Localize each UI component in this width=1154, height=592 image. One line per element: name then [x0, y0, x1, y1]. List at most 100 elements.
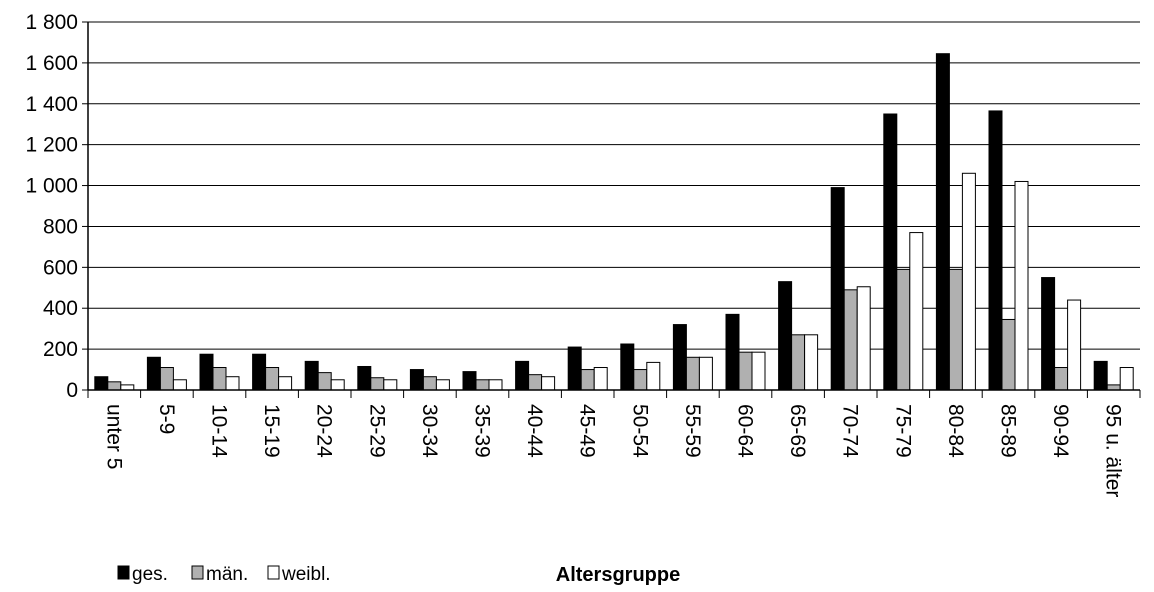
- bar-ges: [883, 113, 898, 391]
- bar-weibl: [383, 379, 398, 391]
- x-category-label: 50-54: [628, 404, 651, 458]
- x-category-label: 70-74: [839, 404, 862, 458]
- bar-ges: [1041, 277, 1056, 391]
- bar-ges: [304, 360, 319, 391]
- bar-weibl: [751, 351, 766, 391]
- x-category-label: 55-59: [681, 404, 704, 458]
- x-category-label: 10-14: [208, 404, 231, 458]
- bar-weibl: [1119, 367, 1134, 391]
- bar-mn: [370, 377, 385, 391]
- bar-mn: [212, 367, 227, 391]
- bar-mn: [896, 268, 911, 391]
- bar-ges: [830, 187, 845, 391]
- x-axis-title: Altersgruppe: [556, 564, 680, 586]
- bar-ges: [252, 353, 267, 391]
- x-category-label: 30-34: [418, 404, 441, 458]
- legend-swatch: [267, 565, 280, 580]
- legend-label: ges.: [132, 564, 168, 585]
- bar-weibl: [120, 384, 135, 391]
- bar-ges: [1093, 360, 1108, 391]
- bar-ges: [725, 313, 740, 391]
- y-tick-label: 200: [43, 338, 78, 361]
- bar-weibl: [225, 376, 240, 391]
- x-category-label: 25-29: [365, 404, 388, 458]
- legend: ges. män. weibl.: [117, 564, 331, 585]
- bar-ges: [409, 369, 424, 391]
- y-tick-label: 0: [66, 379, 78, 402]
- y-tick-label: 600: [43, 256, 78, 279]
- gridlines: [88, 21, 1140, 350]
- bar-weibl: [1067, 299, 1082, 391]
- bar-ges: [672, 324, 687, 391]
- x-category-label: 5-9: [155, 404, 178, 434]
- bar-mn: [843, 289, 858, 391]
- bar-weibl: [435, 379, 450, 391]
- bar-mn: [317, 372, 332, 391]
- bar-ges: [199, 353, 214, 391]
- bar-weibl: [698, 356, 713, 391]
- bar-mn: [791, 334, 806, 391]
- x-category-label: 20-24: [313, 404, 336, 458]
- x-category-label: 95 u. älter: [1102, 404, 1125, 497]
- y-tick-label: 1 000: [25, 175, 78, 198]
- bar-mn: [1001, 318, 1016, 391]
- bar-weibl: [804, 334, 819, 391]
- x-category-label: 80-84: [944, 404, 967, 458]
- bar-mn: [738, 351, 753, 391]
- bar-weibl: [593, 367, 608, 391]
- bar-mn: [580, 369, 595, 391]
- bars: [94, 53, 1134, 391]
- bar-weibl: [1014, 180, 1029, 391]
- x-category-label: 75-79: [891, 404, 914, 458]
- bar-mn: [475, 379, 490, 391]
- bar-weibl: [488, 379, 503, 391]
- x-category-label: 35-39: [471, 404, 494, 458]
- bar-weibl: [172, 379, 187, 391]
- bar-weibl: [646, 361, 661, 391]
- bar-mn: [633, 369, 648, 391]
- bar-ges: [988, 110, 1003, 391]
- bar-mn: [948, 268, 963, 391]
- bar-weibl: [909, 232, 924, 391]
- bar-weibl: [961, 172, 976, 391]
- bar-mn: [1054, 367, 1069, 391]
- y-tick-label: 1 200: [25, 134, 78, 157]
- bar-weibl: [330, 379, 345, 391]
- x-category-label: 45-49: [576, 404, 599, 458]
- x-category-label: 90-94: [1049, 404, 1072, 458]
- bar-mn: [422, 376, 437, 391]
- bar-weibl: [856, 286, 871, 391]
- bar-mn: [528, 374, 543, 391]
- y-tick-label: 1 600: [25, 52, 78, 75]
- legend-label: män.: [206, 564, 248, 585]
- bar-ges: [462, 371, 477, 391]
- bar-ges: [935, 53, 950, 391]
- y-tick-label: 1 800: [25, 11, 78, 34]
- y-tick-label: 400: [43, 297, 78, 320]
- axes: [87, 22, 1141, 398]
- bar-ges: [94, 376, 109, 391]
- bar-mn: [107, 381, 122, 391]
- y-tick-label: 1 400: [25, 93, 78, 116]
- legend-label: weibl.: [281, 564, 331, 585]
- x-category-label: 60-64: [734, 404, 757, 458]
- legend-swatch: [191, 565, 204, 580]
- x-axis-categories: unter 5 5-9 10-14 15-19 20-24 25-29 30-34 35-39…: [102, 404, 1124, 497]
- x-category-label: 40-44: [523, 404, 546, 458]
- bar-ges: [778, 281, 793, 391]
- bar-mn: [685, 356, 700, 391]
- bar-weibl: [541, 376, 556, 391]
- bar-weibl: [278, 376, 293, 391]
- bar-mn: [265, 367, 280, 391]
- x-category-label: unter 5: [102, 404, 125, 469]
- x-category-label: 15-19: [260, 404, 283, 458]
- bar-ges: [515, 360, 530, 391]
- bar-ges: [357, 365, 372, 391]
- bar-ges: [567, 346, 582, 391]
- bar-ges: [146, 356, 161, 391]
- bar-mn: [159, 367, 174, 391]
- x-category-label: 65-69: [786, 404, 809, 458]
- y-axis-ticks: 0 200 400 600 800 1 000 1 200 1 400 1 600 1 800: [25, 11, 88, 402]
- bar-mn: [1106, 384, 1121, 391]
